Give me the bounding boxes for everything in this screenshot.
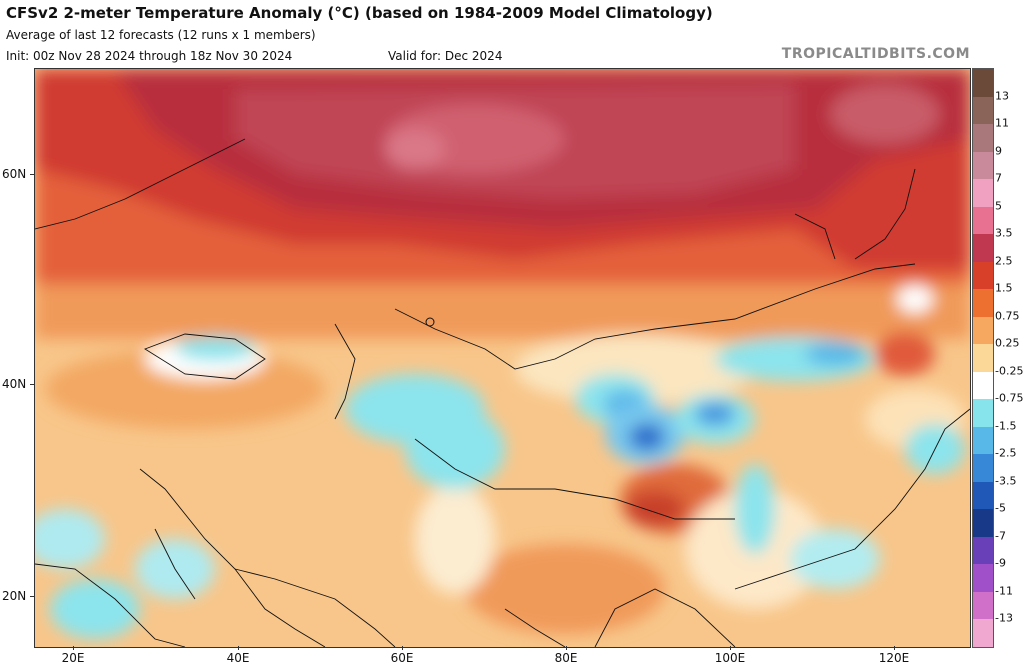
lon-tick xyxy=(566,646,567,650)
colorbar-segment xyxy=(973,564,993,593)
colorbar-label: 13 xyxy=(995,89,1009,103)
anomaly-map xyxy=(34,68,971,648)
lon-label-60e: 60E xyxy=(390,651,414,665)
anomaly-blobs xyxy=(35,69,970,639)
colorbar-label: -7 xyxy=(995,529,1006,543)
lon-label-40e: 40E xyxy=(226,651,250,665)
colorbar-segment xyxy=(973,96,993,125)
lon-tick xyxy=(730,646,731,650)
colorbar-segment xyxy=(973,316,993,345)
colorbar-label: 9 xyxy=(995,144,1002,158)
lon-tick xyxy=(894,646,895,650)
lon-tick xyxy=(402,646,403,650)
lon-tick xyxy=(238,646,239,650)
colorbar-label: 1.5 xyxy=(995,281,1013,295)
colorbar-segment xyxy=(973,481,993,510)
colorbar-label: -0.25 xyxy=(995,364,1024,378)
lat-label-60n: 60N xyxy=(2,167,27,181)
colorbar-segment xyxy=(973,509,993,538)
colorbar-label: 0.75 xyxy=(995,309,1020,323)
colorbar-segment xyxy=(973,344,993,373)
colorbar-segment xyxy=(973,179,993,208)
colorbar-segment xyxy=(973,536,993,565)
lat-label-20n: 20N xyxy=(2,589,27,603)
anomaly-field xyxy=(35,69,970,647)
colorbar-segment xyxy=(973,289,993,318)
colorbar-label: 11 xyxy=(995,116,1009,130)
site-watermark: TROPICALTIDBITS.COM xyxy=(781,46,970,62)
colorbar-label: -3.5 xyxy=(995,474,1017,488)
colorbar-segment xyxy=(973,426,993,455)
map-borders xyxy=(35,138,970,647)
colorbar-label: -9 xyxy=(995,556,1006,570)
colorbar-segment xyxy=(973,619,993,648)
colorbar-label: 2.5 xyxy=(995,254,1013,268)
colorbar-segment xyxy=(973,234,993,263)
colorbar-label: -11 xyxy=(995,584,1013,598)
lat-tick xyxy=(30,596,34,597)
lon-label-80e: 80E xyxy=(554,651,578,665)
colorbar-label: -1.5 xyxy=(995,419,1017,433)
lon-label-20e: 20E xyxy=(61,651,85,665)
colorbar-segment xyxy=(973,591,993,620)
lake-marker xyxy=(425,317,435,327)
lon-label-120e: 120E xyxy=(878,651,910,665)
colorbar-segment xyxy=(973,371,993,400)
lon-tick xyxy=(73,646,74,650)
colorbar-label: -2.5 xyxy=(995,446,1017,460)
colorbar-segment xyxy=(973,69,993,98)
lat-label-40n: 40N xyxy=(2,377,27,391)
map-title: CFSv2 2-meter Temperature Anomaly (°C) (… xyxy=(6,4,713,22)
colorbar-label: 0.25 xyxy=(995,336,1020,350)
colorbar xyxy=(972,68,994,648)
init-time: Init: 00z Nov 28 2024 through 18z Nov 30… xyxy=(6,49,293,63)
colorbar-segment xyxy=(973,151,993,180)
lat-tick xyxy=(30,174,34,175)
lat-tick xyxy=(30,384,34,385)
lon-label-100e: 100E xyxy=(714,651,746,665)
colorbar-segment xyxy=(973,454,993,483)
colorbar-segment xyxy=(973,261,993,290)
colorbar-label: 7 xyxy=(995,171,1002,185)
colorbar-label: -5 xyxy=(995,501,1006,515)
colorbar-label: 3.5 xyxy=(995,226,1013,240)
colorbar-label: 5 xyxy=(995,199,1002,213)
colorbar-segment xyxy=(973,124,993,153)
map-subtitle: Average of last 12 forecasts (12 runs x … xyxy=(6,28,316,42)
valid-time: Valid for: Dec 2024 xyxy=(388,49,503,63)
colorbar-label: -13 xyxy=(995,611,1013,625)
colorbar-segment xyxy=(973,206,993,235)
colorbar-segment xyxy=(973,399,993,428)
colorbar-label: -0.75 xyxy=(995,391,1024,405)
